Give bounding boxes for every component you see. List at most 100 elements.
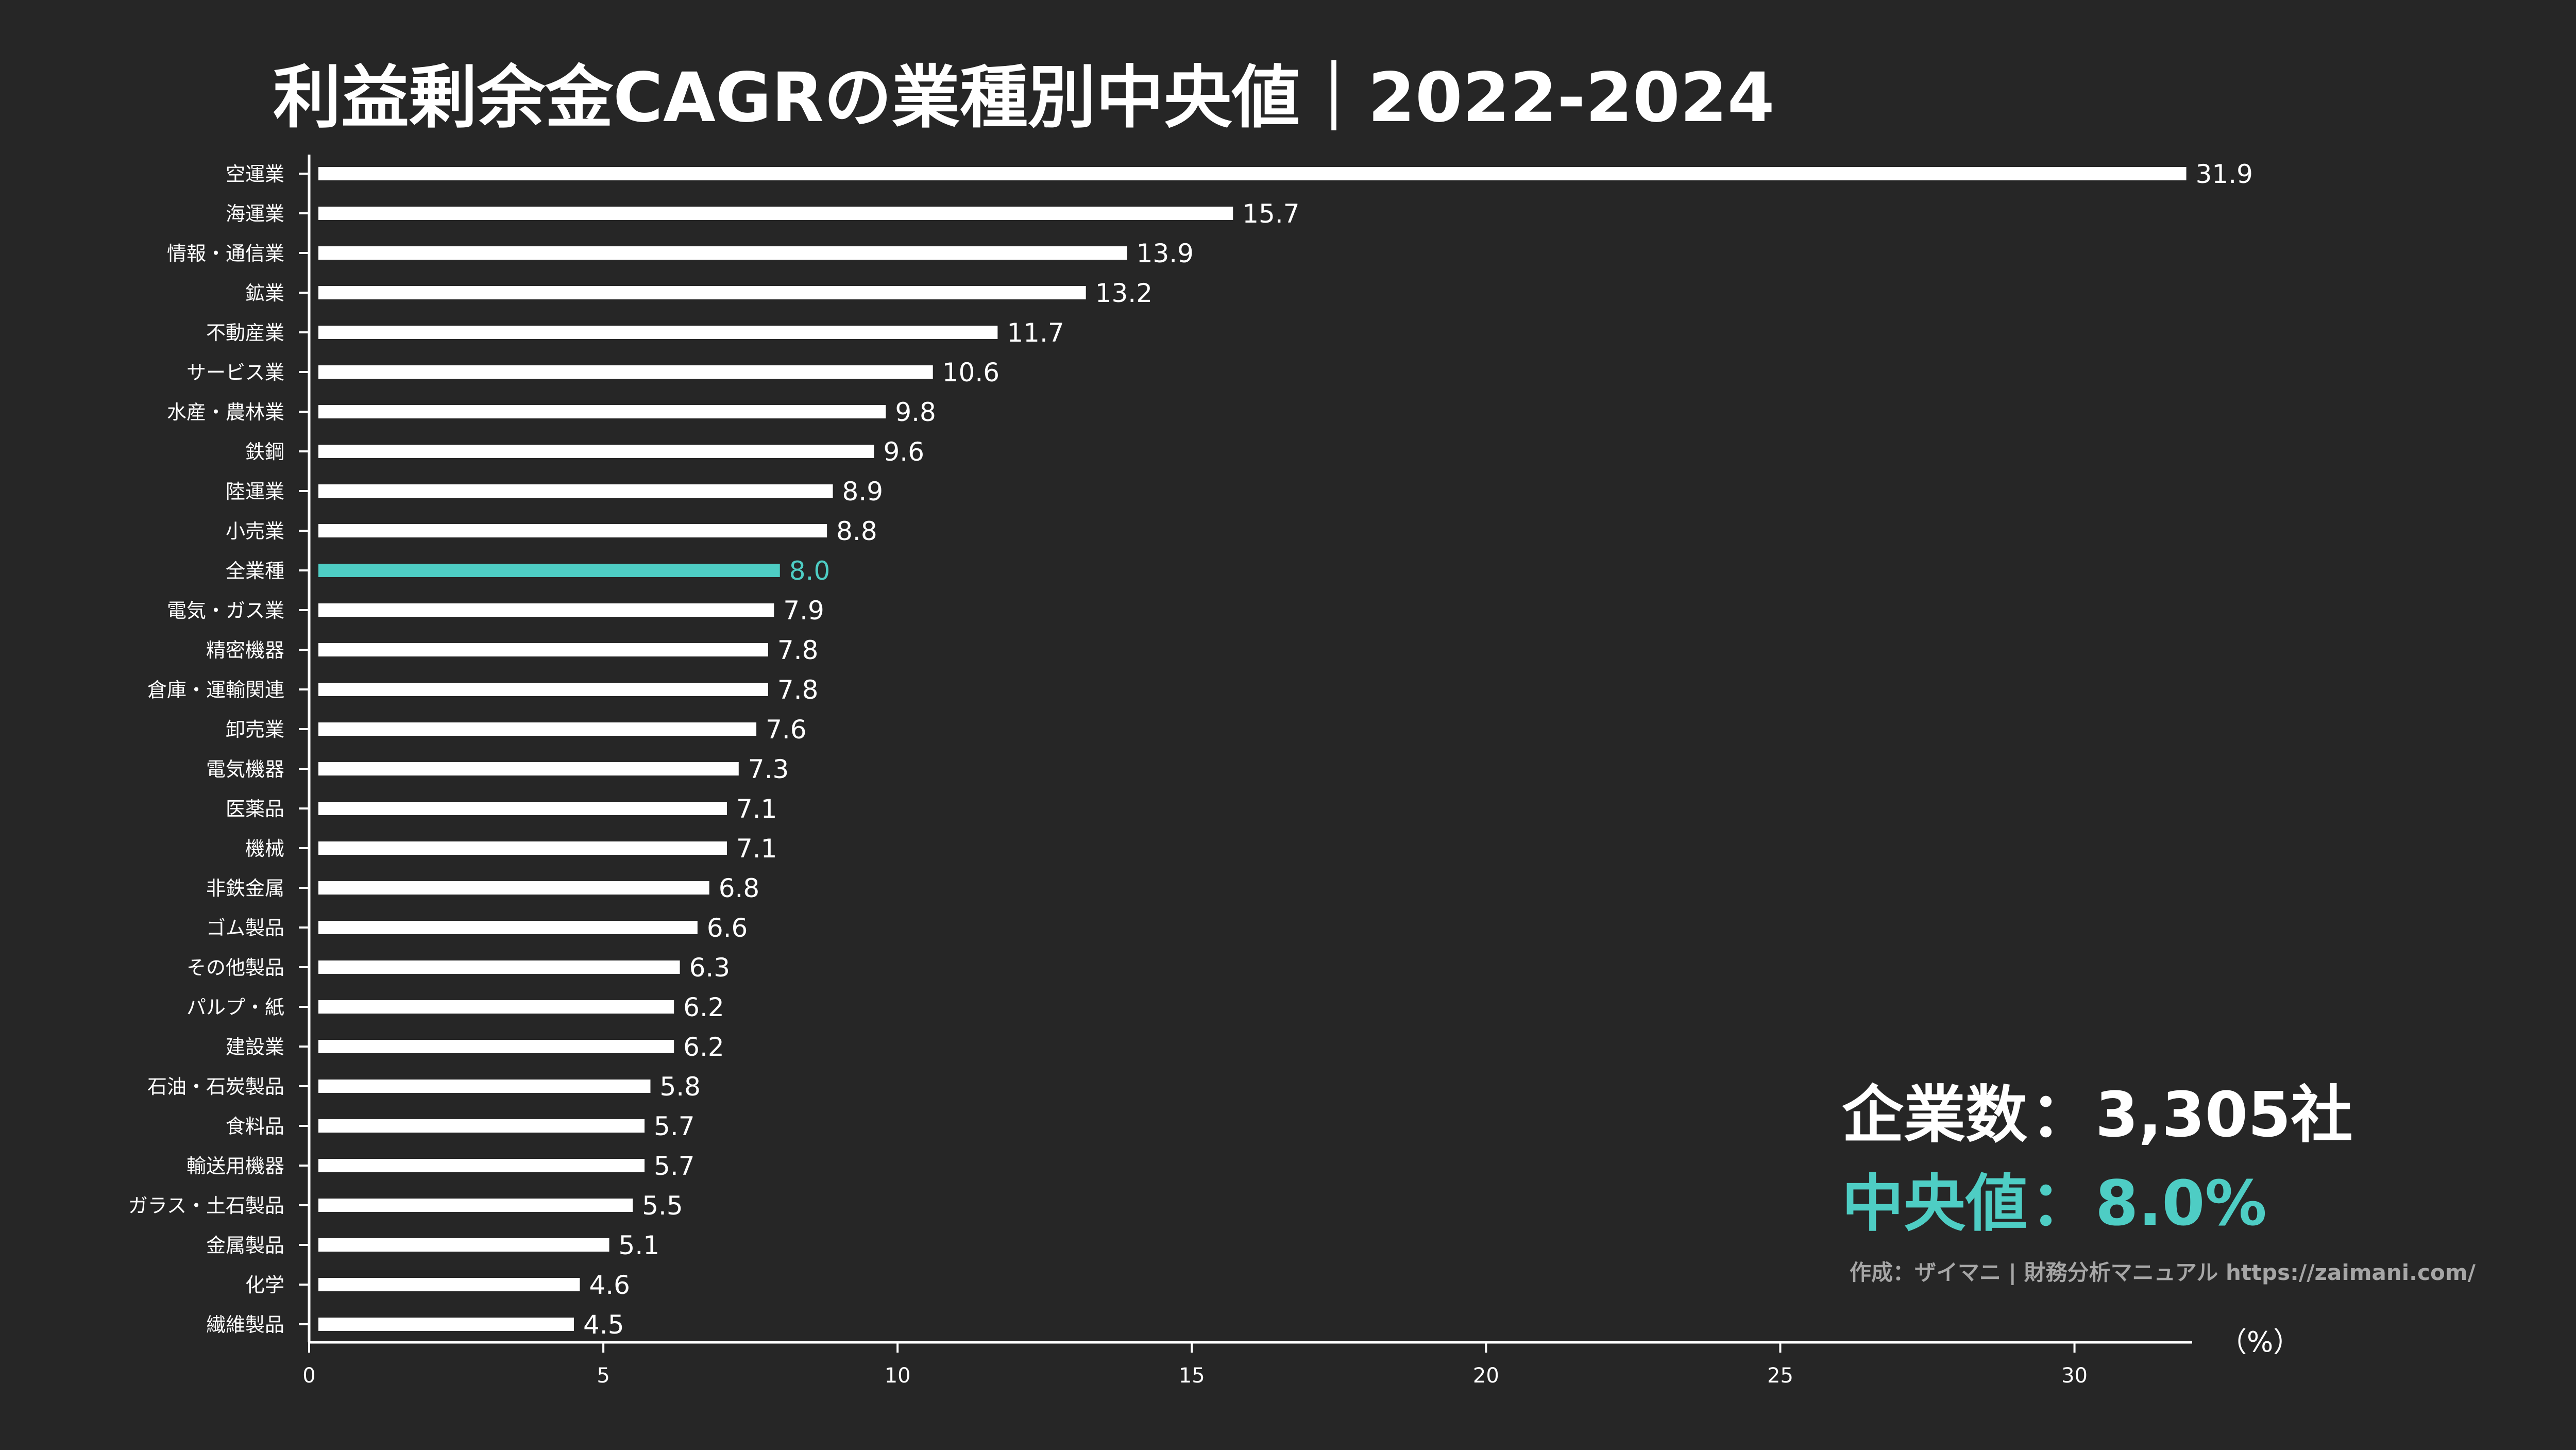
value-label: 9.8 [895, 397, 936, 427]
median-separator: ： [2030, 1168, 2092, 1240]
median-summary: 中央値：8.0% [1842, 1166, 2267, 1243]
category-label: 小売業 [226, 520, 284, 543]
value-label: 7.8 [777, 675, 819, 705]
value-label: 5.8 [659, 1072, 701, 1102]
value-label: 7.1 [736, 794, 777, 824]
x-tick-label: 30 [2061, 1364, 2088, 1388]
bar [318, 1040, 674, 1053]
bar [318, 841, 727, 855]
value-label: 31.9 [2196, 159, 2253, 189]
bar [318, 881, 709, 895]
category-label: 電気・ガス業 [167, 599, 284, 622]
x-axis-label: （%） [2219, 1326, 2301, 1358]
category-label: 非鉄金属 [206, 877, 284, 900]
median-value: 8.0% [2095, 1168, 2267, 1240]
value-label: 11.7 [1007, 318, 1064, 348]
category-label: 繊維製品 [206, 1313, 284, 1336]
value-label: 8.8 [836, 516, 877, 546]
category-label: 食料品 [226, 1115, 284, 1138]
bar [318, 1000, 674, 1014]
value-label: 6.3 [689, 953, 731, 983]
x-tick-label: 5 [597, 1364, 609, 1388]
category-label: 海運業 [226, 203, 284, 225]
value-label: 7.6 [766, 715, 807, 745]
bar [318, 1318, 574, 1331]
value-label: 6.2 [683, 992, 724, 1022]
company-count-separator: ： [2030, 1080, 2092, 1151]
category-label: 精密機器 [206, 639, 284, 662]
category-label: 機械 [245, 837, 284, 860]
x-tick-label: 0 [302, 1364, 315, 1388]
bar [318, 207, 1233, 220]
category-label: 倉庫・運輸関連 [147, 679, 284, 701]
category-label: 空運業 [226, 163, 284, 186]
bar [318, 445, 874, 458]
category-label: 鉄鋼 [245, 441, 284, 463]
company-count: 企業数：3,305社 [1842, 1077, 2353, 1154]
x-tick-label: 10 [885, 1364, 911, 1388]
value-label: 7.1 [736, 834, 777, 864]
bar [318, 167, 2187, 180]
category-label: パルプ・紙 [187, 996, 284, 1019]
bar [318, 802, 727, 815]
bar [318, 484, 833, 498]
bar [318, 921, 698, 934]
value-label: 9.6 [884, 437, 925, 467]
category-label: 情報・通信業 [167, 242, 284, 265]
category-label: 水産・農林業 [167, 401, 284, 424]
category-label: 鉱業 [245, 282, 284, 305]
value-label: 8.0 [789, 556, 831, 586]
value-label: 7.9 [783, 596, 824, 626]
value-label: 7.3 [748, 754, 789, 784]
bar [318, 1080, 651, 1093]
bar [318, 603, 774, 617]
value-label: 10.6 [942, 358, 999, 387]
x-tick-label: 20 [1473, 1364, 1499, 1388]
category-label: 陸運業 [226, 480, 284, 503]
bar [318, 405, 886, 418]
value-label: 6.2 [683, 1032, 724, 1062]
value-label: 13.2 [1095, 278, 1153, 308]
x-tick-label: 15 [1179, 1364, 1205, 1388]
category-label: 卸売業 [226, 718, 284, 741]
category-label: ゴム製品 [206, 917, 284, 939]
bar [318, 326, 998, 339]
company-count-value: 3,305社 [2095, 1080, 2353, 1151]
category-label: 不動産業 [206, 322, 284, 344]
value-label: 7.8 [777, 635, 819, 665]
category-label: 電気機器 [206, 758, 284, 781]
bar [318, 722, 757, 736]
value-label: 8.9 [842, 477, 884, 507]
bar [318, 1278, 580, 1291]
category-label: 金属製品 [206, 1234, 284, 1257]
credit-text: 作成：ザイマニ | 財務分析マニュアル https://zaimani.com/ [1850, 1260, 2476, 1285]
bar [318, 762, 739, 775]
bar [318, 286, 1086, 299]
bar [318, 1199, 633, 1212]
bar [318, 1159, 645, 1172]
bar [318, 524, 827, 537]
bar [318, 246, 1127, 260]
category-label: 全業種 [226, 560, 284, 582]
bar [318, 1238, 609, 1252]
bar-highlight [318, 564, 780, 577]
category-label: 石油・石炭製品 [147, 1075, 284, 1098]
value-label: 6.6 [707, 913, 748, 943]
bar [318, 960, 680, 974]
value-label: 5.5 [642, 1191, 683, 1221]
value-label: 6.8 [719, 873, 760, 903]
bar [318, 643, 768, 656]
category-label: その他製品 [187, 956, 284, 979]
median-label: 中央値 [1842, 1168, 2027, 1240]
category-label: 建設業 [226, 1036, 284, 1058]
bar [318, 1119, 645, 1133]
value-label: 5.7 [654, 1151, 695, 1181]
category-label: 医薬品 [226, 798, 284, 820]
value-label: 15.7 [1242, 199, 1299, 229]
bar [318, 683, 768, 696]
x-tick-label: 25 [1767, 1364, 1793, 1388]
value-label: 13.9 [1137, 239, 1194, 268]
value-label: 4.5 [583, 1310, 624, 1340]
